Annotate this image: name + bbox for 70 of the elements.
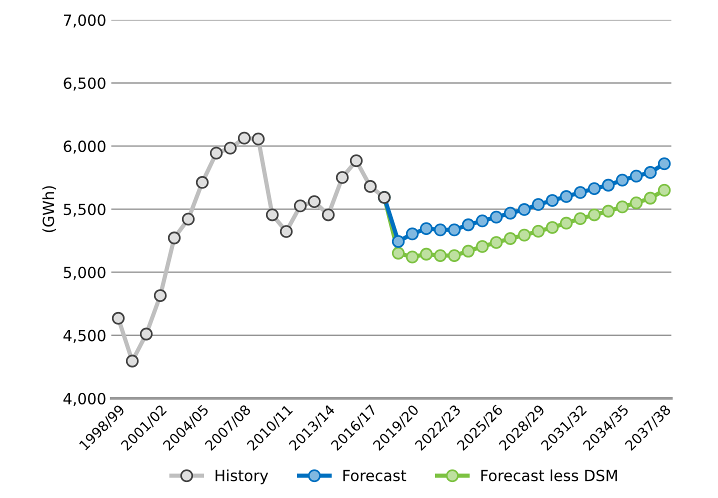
point	[476, 214, 489, 228]
point	[238, 132, 251, 145]
point	[546, 194, 559, 207]
point	[210, 146, 223, 160]
y-tick-label: 5,500	[64, 204, 106, 217]
y-tick-label: 4,500	[63, 330, 106, 343]
point	[140, 328, 153, 340]
point	[168, 232, 181, 244]
y-tick-label: 7,000	[64, 14, 106, 28]
point	[602, 204, 615, 218]
point	[658, 184, 671, 197]
point	[392, 235, 405, 248]
point	[364, 180, 377, 193]
y-tick-label: 5,000	[64, 266, 106, 280]
point	[504, 232, 517, 245]
point	[434, 249, 447, 262]
y-tick-label: 6,500	[64, 77, 106, 91]
point	[630, 170, 643, 182]
point	[490, 236, 503, 249]
point	[350, 154, 363, 168]
legend-label: Forecast	[343, 470, 406, 482]
point	[560, 190, 573, 203]
point	[322, 208, 335, 222]
point	[602, 178, 615, 192]
point	[448, 249, 461, 262]
point	[308, 195, 321, 208]
point	[294, 199, 307, 212]
legend-label: Forecast less DSM	[481, 469, 617, 482]
point	[588, 182, 601, 195]
point	[616, 174, 629, 187]
point	[462, 218, 475, 232]
point	[280, 225, 293, 238]
point	[196, 176, 209, 189]
point	[588, 208, 601, 222]
point	[644, 166, 657, 179]
y-tick-label: 4,000	[63, 392, 106, 406]
point	[224, 142, 237, 154]
legend-label: History	[216, 469, 268, 484]
point	[546, 221, 559, 234]
point	[448, 223, 461, 236]
point	[126, 354, 139, 368]
point	[434, 223, 447, 236]
point	[266, 208, 279, 222]
point	[616, 200, 629, 214]
point	[644, 192, 657, 205]
point	[574, 186, 587, 199]
point	[420, 222, 433, 235]
point	[504, 206, 517, 220]
point	[658, 157, 671, 170]
point	[490, 210, 503, 224]
point	[252, 132, 265, 146]
point	[518, 203, 531, 216]
y-axis-title: (GWh)	[42, 186, 56, 232]
point	[518, 228, 531, 242]
point	[532, 224, 545, 238]
point	[392, 246, 405, 260]
point	[476, 240, 489, 253]
point	[336, 171, 349, 184]
point	[420, 248, 433, 261]
point	[406, 250, 419, 264]
point	[560, 216, 573, 230]
point	[154, 289, 167, 302]
y-tick-label: 6,000	[64, 140, 106, 154]
point	[406, 227, 419, 240]
point	[462, 244, 475, 258]
point	[112, 312, 125, 325]
point	[574, 212, 587, 226]
point	[532, 198, 545, 211]
point	[630, 196, 643, 210]
point	[182, 212, 195, 226]
